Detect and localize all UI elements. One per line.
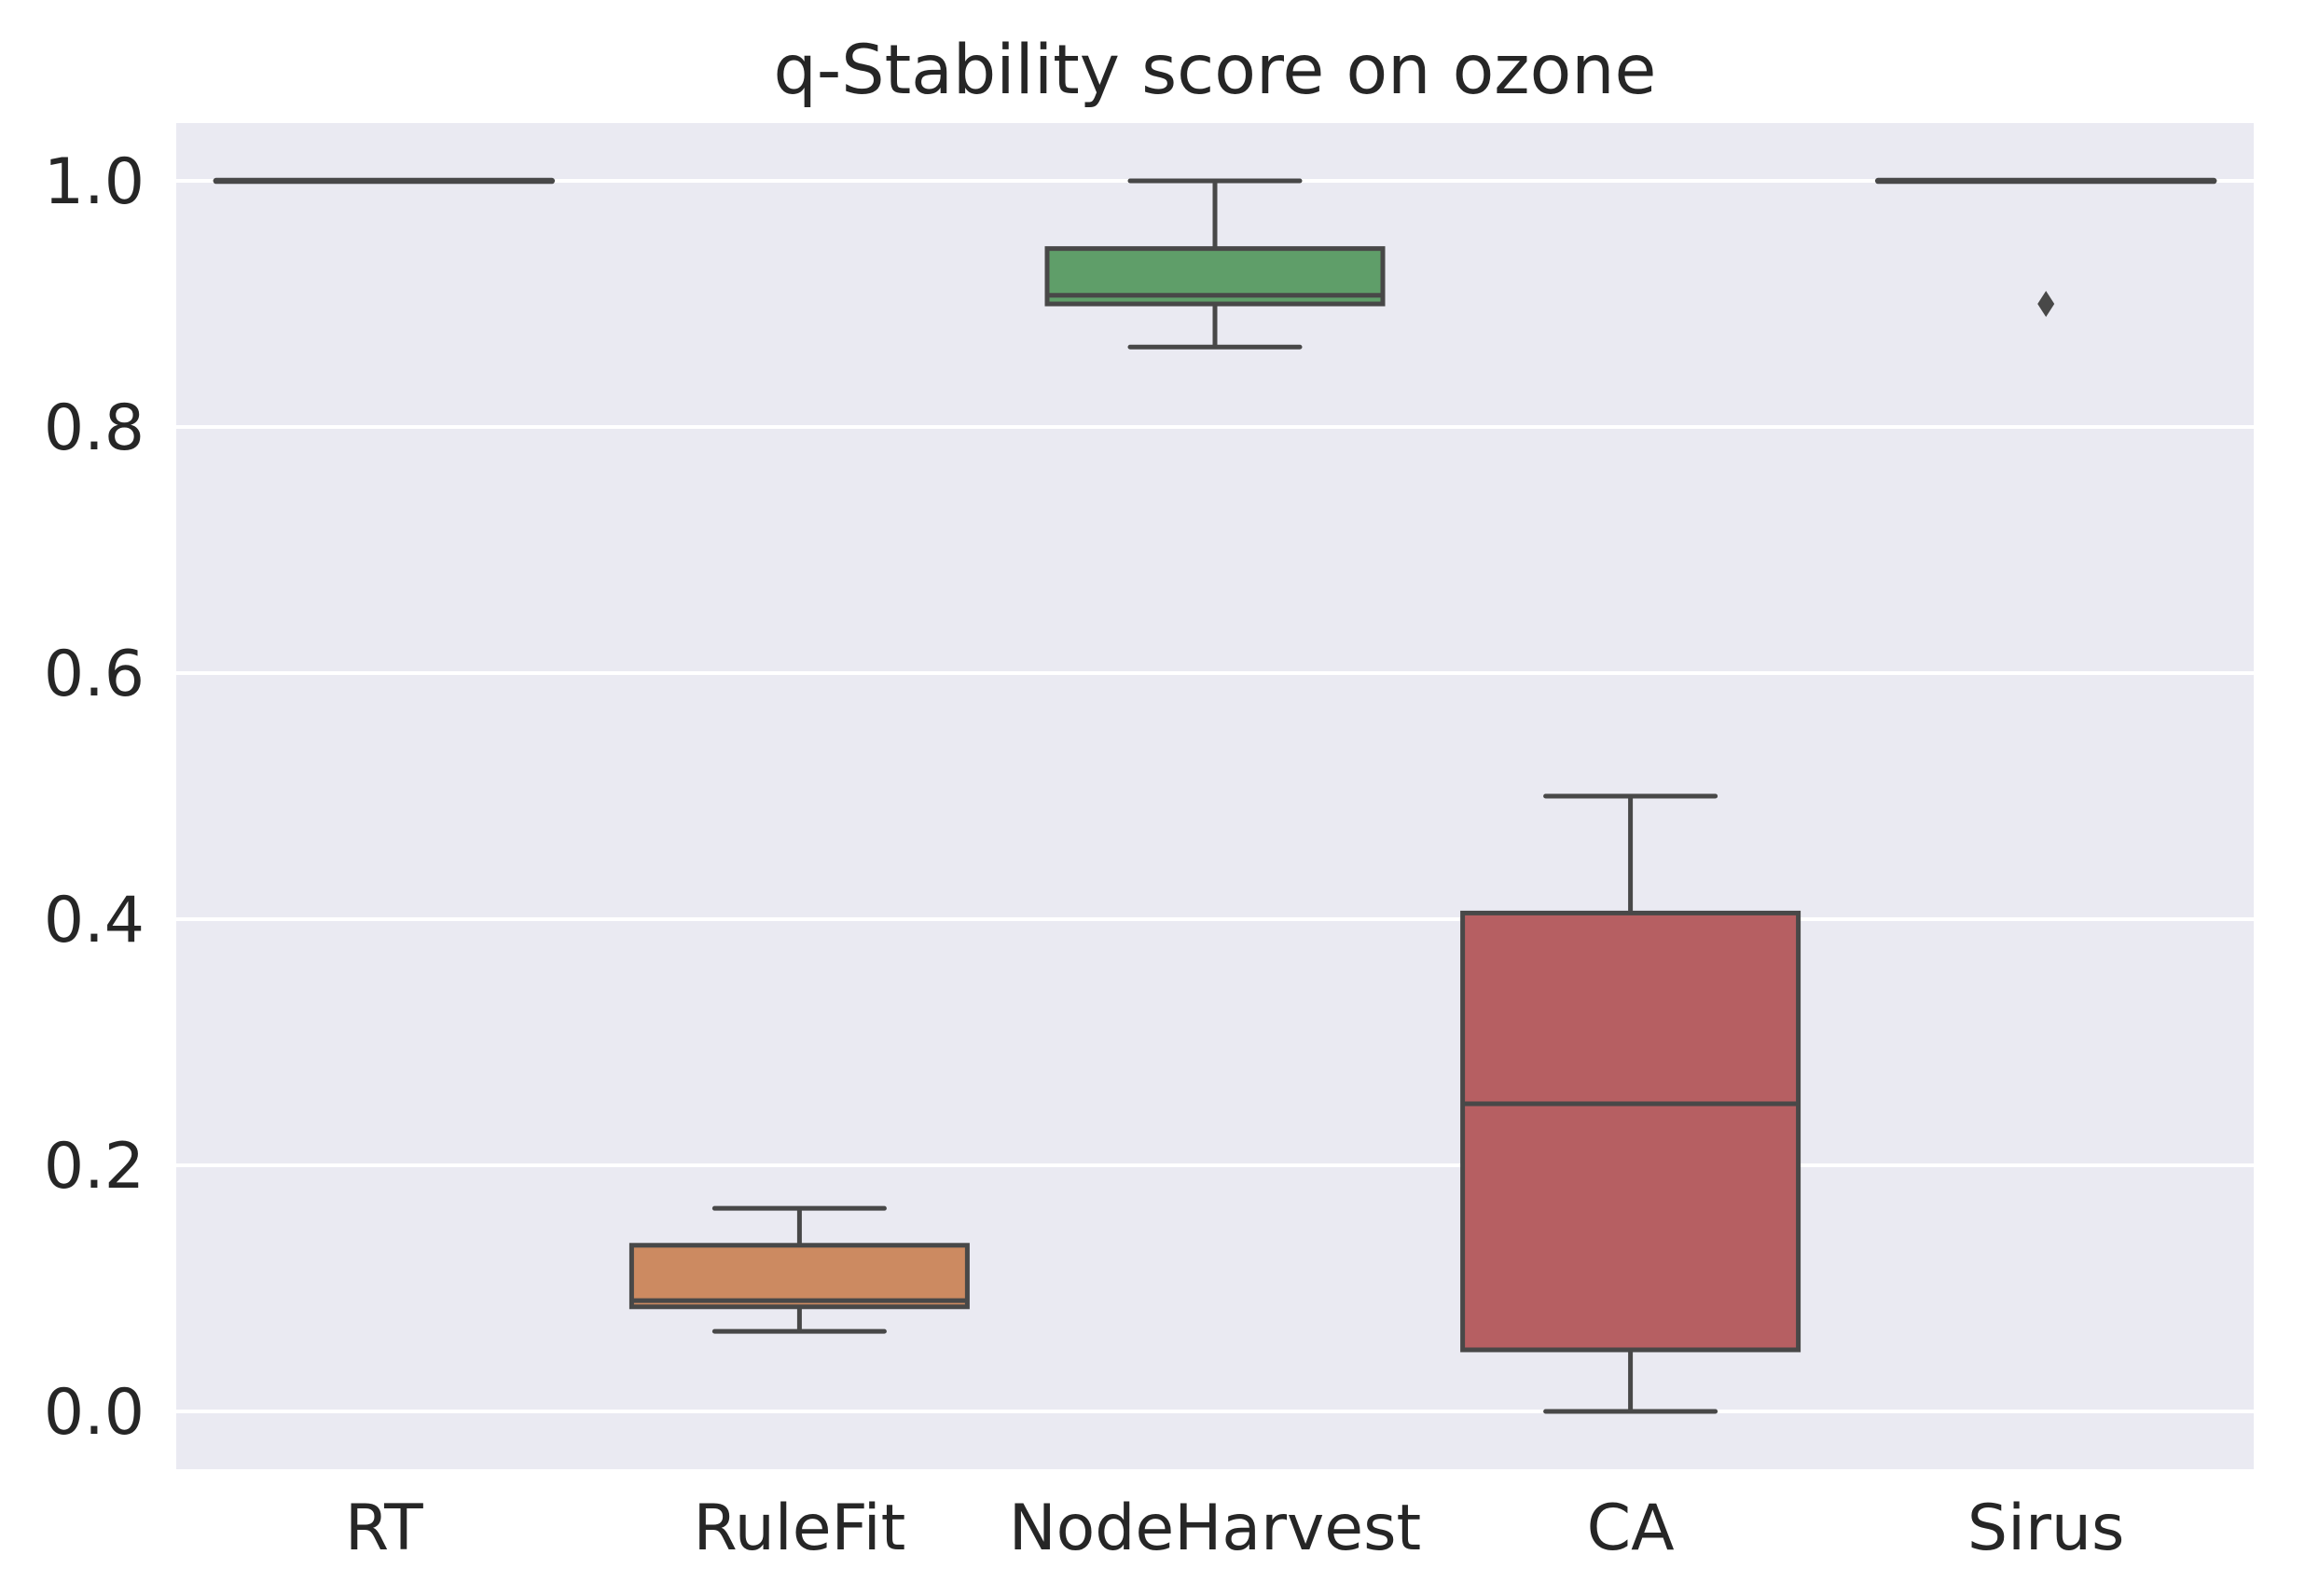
chart-title: q-Stability score on ozone [774,31,1657,110]
x-tick-label: NodeHarvest [1009,1492,1421,1565]
x-tick-label: RuleFit [694,1492,906,1565]
y-tick-label: 0.2 [44,1130,145,1204]
box [628,1243,970,1310]
y-tick-label: 1.0 [44,145,145,219]
outlier-marker [2037,291,2055,318]
y-tick-label: 0.0 [44,1376,145,1450]
boxplot-sirus [1874,177,2217,318]
boxplot-ca [1460,793,1801,1414]
x-tick-label: CA [1587,1492,1675,1565]
x-tick-label: Sirus [1967,1492,2125,1565]
boxplot-rulefit [628,1205,970,1334]
x-tick-label: RT [345,1492,423,1565]
boxplot-nodeharvest [1044,178,1386,350]
y-tick-label: 0.6 [44,638,145,711]
y-tick-label: 0.4 [44,884,145,957]
box [1460,910,1801,1353]
y-tick-label: 0.8 [44,392,145,465]
